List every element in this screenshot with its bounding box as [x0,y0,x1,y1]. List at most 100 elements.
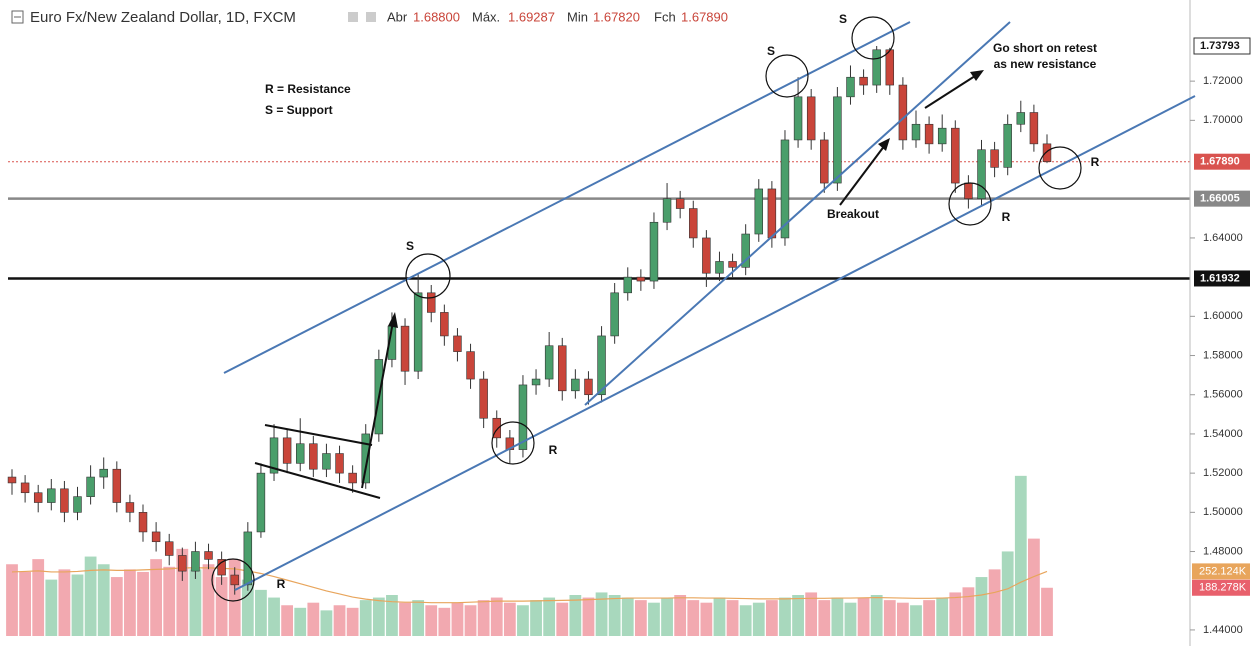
candle-body [544,345,554,380]
candle-body [898,84,908,141]
candle-body [715,261,724,274]
candle-body [20,482,30,494]
volume-bar [1041,587,1053,636]
volume-bar [779,597,791,636]
circle [211,558,255,602]
volume-bar [84,556,97,636]
volume-bar [556,602,569,636]
candle-body [1003,123,1012,168]
volume-bar [359,600,372,636]
candle-body [728,261,737,268]
candle-body [833,96,842,184]
level-label-box [1194,190,1250,207]
level-label: 1.67890 [1200,156,1240,168]
candle-body [453,335,462,352]
circle [851,16,895,60]
annotation: S [839,12,847,26]
candle-body [597,335,606,396]
close-label: Fch [654,9,676,24]
volume-bar [412,600,425,636]
y-tick-label: 1.48000 [1203,545,1243,557]
candle-body [178,555,187,572]
volume-bar [517,605,529,636]
volume-bar [464,605,477,636]
candle-body [584,378,593,396]
volume-bar [936,597,949,636]
candle-body [125,502,135,513]
flag-line [264,424,373,446]
open-value: 1.68800 [413,9,460,24]
volume-bar [425,605,438,636]
menu-icon[interactable] [11,10,24,24]
volume-bar [294,607,307,636]
annotation: R [277,577,286,591]
volume-bar [438,607,451,636]
volume-bar [399,602,411,636]
annotation: S [767,44,775,58]
candle-body [820,139,829,184]
y-tick-label: 1.56000 [1203,389,1243,401]
open-label: Abr [387,9,408,24]
volume-bar [124,569,136,636]
annotation: as new resistance [994,57,1097,71]
annotation: S [406,239,414,253]
candle-body [86,476,95,497]
volume-bar [634,600,647,636]
volume-bar [307,602,320,636]
y-tick-label: 1.44000 [1203,624,1243,636]
candle-body [872,49,881,86]
volume-bar [831,597,844,636]
candle-body [662,198,672,223]
close-icon[interactable] [366,12,376,22]
volume-bar [975,577,988,636]
candle-body [230,574,239,586]
volume-bar [503,602,516,636]
volume-bar [386,595,398,636]
annotation: R = Resistance [265,82,351,96]
volume-bar [110,577,123,636]
volume-bar [268,597,280,636]
arrow [361,321,394,489]
arrow-head [388,312,398,328]
volume-bar [97,564,110,636]
y-tick-label: 1.50000 [1203,506,1243,518]
candle-body [204,551,213,560]
volume-bar [176,548,189,636]
candle-body [911,123,921,141]
volume-bar [58,569,71,636]
candle-body [295,443,305,464]
candle-body [1016,112,1026,125]
volume-bar [530,600,542,636]
candle-body [610,292,619,337]
flag-line [254,462,381,499]
volume-bar [228,559,241,636]
volume-bar [1014,475,1027,636]
volume-bar [923,600,935,636]
candle-body [636,276,646,282]
volume-bar [988,569,1001,636]
symbol-title: Euro Fx/New Zealand Dollar, 1D, FXCM [30,9,296,26]
candle-body [60,488,69,513]
candle-body [571,378,580,392]
volume-bar [202,564,215,636]
volume-bar [569,595,582,636]
volume-bar [661,597,673,636]
candle-body [256,472,266,533]
trend-lines [223,21,1196,591]
volume-bar [1001,551,1014,636]
candle-body [767,188,777,239]
arrow-head [970,70,984,81]
y-tick-label: 1.58000 [1203,349,1243,361]
volume-bar [621,597,634,636]
candle-body [518,384,528,450]
candle-body [885,49,895,86]
settings-icon[interactable] [348,12,358,22]
circles [211,16,1082,602]
candle-body [558,345,567,392]
y-tick-label: 1.70000 [1203,114,1243,126]
y-tick-label: 1.52000 [1203,467,1243,479]
candle-body [951,127,960,184]
volume-bar [726,600,739,636]
